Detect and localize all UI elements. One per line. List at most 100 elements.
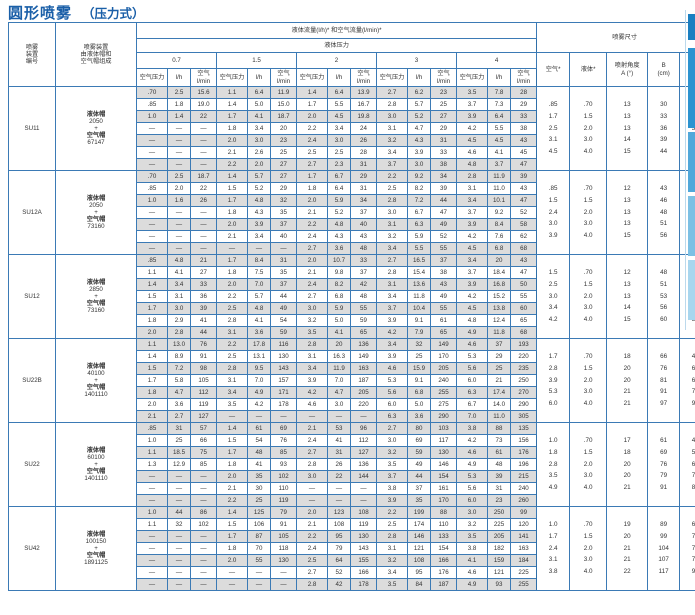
header-nozzle-desc-l2: 由液体帽和 (80, 50, 112, 58)
cell-flow: — (167, 134, 191, 147)
spray-size-value: 79 (660, 472, 668, 480)
cell-flow: 225 (509, 566, 538, 579)
spray-size-value: 56 (660, 304, 668, 312)
cell-flow: 1.7 (216, 446, 248, 459)
header-size-air: 空气* (536, 52, 571, 87)
edge-tab-4[interactable] (688, 196, 695, 256)
cell-flow: 8.9 (167, 350, 191, 363)
cell-flow: 3.5 (296, 326, 328, 339)
nozzle-desc-line: 液体帽 (86, 362, 106, 370)
cell-spray-size-col-1: .70 1.5 2.0 3.0 4.0 (569, 86, 608, 171)
cell-flow: 61 (430, 314, 457, 327)
cell-flow: 7.6 (487, 230, 511, 243)
cell-flow: 93 (487, 578, 511, 591)
cell-flow: 28 (509, 86, 538, 99)
cell-flow: 117 (430, 434, 457, 447)
cell-flow: — (270, 578, 297, 591)
cell-flow: 2.7 (376, 422, 408, 435)
cell-flow: 3.9 (376, 494, 408, 507)
cell-flow: 52 (509, 206, 538, 219)
cell-spray-size-col-2: 19 20 21 21 22 (606, 506, 649, 591)
spray-size-value: 3.1 (548, 136, 558, 144)
header-air-lmin-1: 空气 l/min (270, 68, 297, 87)
table-row: 1.3 12.9 85 1.8 41 93 2.8 26 136 3.5 49 146 4.9 48 196 (9, 458, 695, 471)
spray-size-value: 18 (623, 352, 631, 360)
nozzle-desc-line: 液体帽 (86, 194, 106, 202)
header-air-lmin-l2-2: l/min (356, 77, 371, 85)
cell-flow: 130 (350, 530, 377, 543)
cell-flow: 102 (270, 470, 297, 483)
nozzle-desc-line: 液体帽 (86, 278, 106, 286)
cell-flow: — (247, 410, 271, 423)
header-air-pressure-2: 空气压力 (296, 68, 328, 87)
cell-flow: 2.2 (296, 530, 328, 543)
header-lh-4: l/h (487, 68, 511, 87)
cell-flow: 2.0 (296, 254, 328, 267)
cell-flow: 37 (350, 266, 377, 279)
nozzle-desc-line: + (94, 208, 98, 216)
cell-flow: 10.7 (327, 254, 351, 267)
cell-flow: 166 (430, 554, 457, 567)
header-size-angle-l2: A (°) (621, 69, 634, 77)
spray-size-value: 1.5 (548, 268, 558, 276)
cell-flow: 31 (327, 446, 351, 459)
spray-size-value: 48 (660, 268, 668, 276)
cell-flow: 2.1 (216, 146, 248, 159)
cell-flow: 1.7 (216, 194, 248, 207)
cell-flow: .85 (136, 98, 168, 111)
cell-flow: — (136, 566, 168, 579)
cell-flow: 3.5 (456, 530, 488, 543)
nozzle-desc-line: 液体帽 (86, 530, 106, 538)
cell-flow: 19.8 (350, 110, 377, 123)
cell-flow: 1.4 (136, 278, 168, 291)
edge-tab-2[interactable] (688, 48, 695, 128)
cell-flow: 25 (407, 350, 431, 363)
cell-flow: 2.6 (247, 146, 271, 159)
cell-flow: 3.4 (376, 146, 408, 159)
table-row: — — —1.7 87 105 2.2 95 130 2.8 146 133 3.5 205 141 (9, 530, 695, 543)
header-size-b: B (cm) (647, 52, 681, 87)
spray-size-value: 1.7 (548, 112, 558, 120)
cell-flow: 270 (509, 386, 538, 399)
cell-flow: 65 (430, 326, 457, 339)
cell-flow: 6.4 (327, 182, 351, 195)
cell-spray-size-col-1: .70 1.5 2.0 3.0 4.0 (569, 338, 608, 423)
cell-flow: 3.9 (456, 218, 488, 231)
cell-flow: 27 (270, 158, 297, 171)
nozzle-desc-line: 1401110 (84, 475, 108, 483)
cell-flow: 4.6 (376, 362, 408, 375)
nozzle-desc-line: 空气帽 (86, 552, 106, 560)
cell-flow: 2.8 (376, 194, 408, 207)
cell-flow: 1.3 (136, 458, 168, 471)
cell-flow: 235 (509, 362, 538, 375)
nozzle-desc-line: 液体帽 (86, 110, 106, 118)
nozzle-desc-SU22B: 液体帽 40100 + 空气帽 1401110 (55, 338, 137, 423)
cell-flow: 21 (487, 374, 511, 387)
cell-flow: 25 (430, 98, 457, 111)
spray-size-value: 99 (660, 532, 668, 540)
cell-flow: 16.5 (407, 254, 431, 267)
cell-flow: 7.0 (247, 374, 271, 387)
cell-flow: 2.0 (296, 110, 328, 123)
edge-tab-1[interactable] (688, 14, 695, 40)
cell-flow: — (327, 494, 351, 507)
cell-flow: 3.0 (296, 302, 328, 315)
cell-flow: 8.2 (327, 278, 351, 291)
spray-size-value: 6.7 (691, 460, 695, 468)
cell-flow: 5.9 (327, 194, 351, 207)
spray-size-value: 81 (660, 376, 668, 384)
table-row: 1.7 3.0 39 2.5 4.8 49 3.0 5.9 55 3.7 10.4 55 4.5 13.8… (9, 302, 695, 315)
cell-flow: 1.1 (136, 266, 168, 279)
edge-tab-3[interactable] (688, 132, 695, 192)
edge-tab-5[interactable] (688, 260, 695, 320)
spray-size-value: 2.0 (583, 124, 593, 132)
cell-flow: 47 (509, 158, 538, 171)
cell-flow: 119 (350, 518, 377, 531)
cell-flow: 43 (509, 254, 538, 267)
table-row: 2.0 2.8 44 3.1 3.6 59 3.5 4.1 65 4.2 7.9 65 4.9 11.8 6… (9, 326, 695, 339)
cell-flow: 1.8 (216, 122, 248, 135)
cell-flow: 184 (509, 554, 538, 567)
cell-flow: 163 (350, 362, 377, 375)
cell-flow: 5.8 (167, 374, 191, 387)
